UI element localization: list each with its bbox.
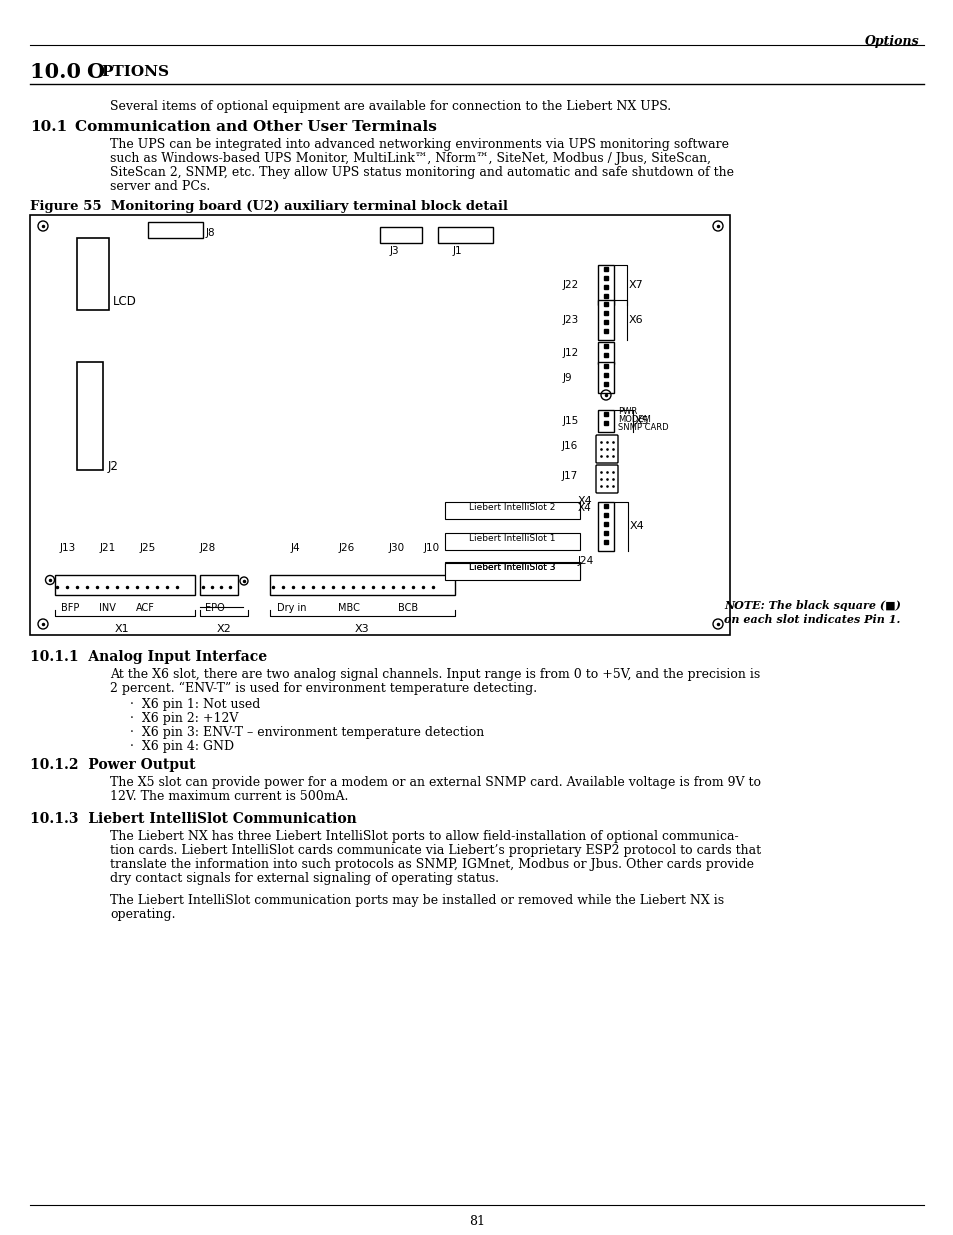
Text: Liebert IntelliSlot 1: Liebert IntelliSlot 1 [468,534,555,543]
Text: 10.1.3  Liebert IntelliSlot Communication: 10.1.3 Liebert IntelliSlot Communication [30,811,356,826]
Bar [598,410,614,432]
Text: 81: 81 [469,1215,484,1228]
Bar [200,576,237,595]
Text: J10: J10 [423,543,439,553]
Text: PTIONS: PTIONS [101,65,169,79]
Text: J9: J9 [562,373,572,383]
Bar [598,362,614,393]
Text: Figure 55  Monitoring board (U2) auxiliary terminal block detail: Figure 55 Monitoring board (U2) auxiliar… [30,200,507,212]
Text: MBC: MBC [337,603,359,613]
Text: J17: J17 [561,471,578,480]
Text: ·  X6 pin 2: +12V: · X6 pin 2: +12V [130,713,238,725]
Text: J4: J4 [290,543,299,553]
Bar [55,576,194,595]
Text: J21: J21 [100,543,116,553]
Text: The Liebert IntelliSlot communication ports may be installed or removed while th: The Liebert IntelliSlot communication po… [110,894,723,906]
Text: 10.1.2  Power Output: 10.1.2 Power Output [30,758,195,772]
Text: 12V. The maximum current is 500mA.: 12V. The maximum current is 500mA. [110,790,348,803]
Text: Communication and Other User Terminals: Communication and Other User Terminals [75,120,436,135]
Text: MODEM: MODEM [618,415,650,424]
Text: operating.: operating. [110,908,175,921]
Text: Several items of optional equipment are available for connection to the Liebert : Several items of optional equipment are … [110,100,670,112]
FancyBboxPatch shape [596,435,618,463]
Bar [598,501,614,551]
Text: O: O [86,62,104,82]
Text: ·  X6 pin 3: ENV-T – environment temperature detection: · X6 pin 3: ENV-T – environment temperat… [130,726,484,739]
Text: 10.0: 10.0 [30,62,95,82]
Text: The X5 slot can provide power for a modem or an external SNMP card. Available vo: The X5 slot can provide power for a mode… [110,776,760,789]
Bar [444,501,579,519]
Text: X3: X3 [355,624,369,634]
Bar [148,222,203,238]
Text: J25: J25 [140,543,156,553]
Text: X1: X1 [114,624,130,634]
Text: J13: J13 [60,543,76,553]
Text: J22: J22 [562,280,578,290]
Bar [444,563,579,580]
Text: Liebert IntelliSlot 2: Liebert IntelliSlot 2 [468,503,555,513]
Text: The Liebert NX has three Liebert IntelliSlot ports to allow field-installation o: The Liebert NX has three Liebert Intelli… [110,830,738,844]
Bar [598,300,614,340]
Text: X7: X7 [628,280,643,290]
Text: translate the information into such protocols as SNMP, IGMnet, Modbus or Jbus. O: translate the information into such prot… [110,858,753,871]
Text: BCB: BCB [397,603,417,613]
Text: ACF: ACF [136,603,154,613]
Text: X2: X2 [216,624,232,634]
Text: J16: J16 [561,441,578,451]
Text: J8: J8 [206,228,215,238]
Bar [444,534,579,550]
Text: J24: J24 [578,556,594,566]
FancyBboxPatch shape [596,466,618,493]
Bar [598,342,614,364]
Text: X4: X4 [629,521,644,531]
Text: dry contact signals for external signaling of operating status.: dry contact signals for external signali… [110,872,498,885]
Text: on each slot indicates Pin 1.: on each slot indicates Pin 1. [723,614,900,625]
Text: X6: X6 [628,315,643,325]
Text: INV: INV [99,603,115,613]
Bar [77,238,109,310]
Text: ·  X6 pin 4: GND: · X6 pin 4: GND [130,740,233,753]
Bar [598,266,614,305]
Bar [30,215,729,635]
Text: X4: X4 [578,503,591,513]
Text: J15: J15 [562,416,578,426]
Text: BFP: BFP [61,603,79,613]
Text: J2: J2 [108,459,119,473]
Text: Dry in: Dry in [276,603,306,613]
Text: The UPS can be integrated into advanced networking environments via UPS monitori: The UPS can be integrated into advanced … [110,138,728,151]
Text: Liebert IntelliSlot 3: Liebert IntelliSlot 3 [468,563,555,572]
Bar [270,576,455,595]
Text: J30: J30 [389,543,405,553]
Text: X4: X4 [578,496,592,506]
Text: Options: Options [864,35,919,48]
Text: LCD: LCD [112,295,136,308]
Bar [379,227,421,243]
Text: ·  X6 pin 1: Not used: · X6 pin 1: Not used [130,698,260,711]
Text: X5: X5 [635,416,649,426]
Text: At the X6 slot, there are two analog signal channels. Input range is from 0 to +: At the X6 slot, there are two analog sig… [110,668,760,680]
Text: 2 percent. “ENV-T” is used for environment temperature detecting.: 2 percent. “ENV-T” is used for environme… [110,682,537,695]
Text: J1: J1 [453,246,462,256]
Text: 10.1.1  Analog Input Interface: 10.1.1 Analog Input Interface [30,650,267,664]
Text: server and PCs.: server and PCs. [110,180,210,193]
Bar [77,362,103,471]
Text: such as Windows-based UPS Monitor, MultiLink™, Nform™, SiteNet, Modbus / Jbus, S: such as Windows-based UPS Monitor, Multi… [110,152,710,165]
Text: NOTE: The black square (■): NOTE: The black square (■) [723,600,900,611]
Text: J28: J28 [200,543,216,553]
Text: J12: J12 [562,348,578,358]
Text: J3: J3 [390,246,399,256]
Bar [437,227,493,243]
Bar [444,562,579,579]
Text: Liebert IntelliSlot 3: Liebert IntelliSlot 3 [468,563,555,572]
Text: tion cards. Liebert IntelliSlot cards communicate via Liebert’s proprietary ESP2: tion cards. Liebert IntelliSlot cards co… [110,844,760,857]
Text: 10.1: 10.1 [30,120,67,135]
Text: J23: J23 [562,315,578,325]
Text: PWR: PWR [618,408,637,416]
Text: SNMP CARD: SNMP CARD [618,424,668,432]
Text: SiteScan 2, SNMP, etc. They allow UPS status monitoring and automatic and safe s: SiteScan 2, SNMP, etc. They allow UPS st… [110,165,733,179]
Text: J26: J26 [338,543,355,553]
Text: EPO: EPO [205,603,225,613]
